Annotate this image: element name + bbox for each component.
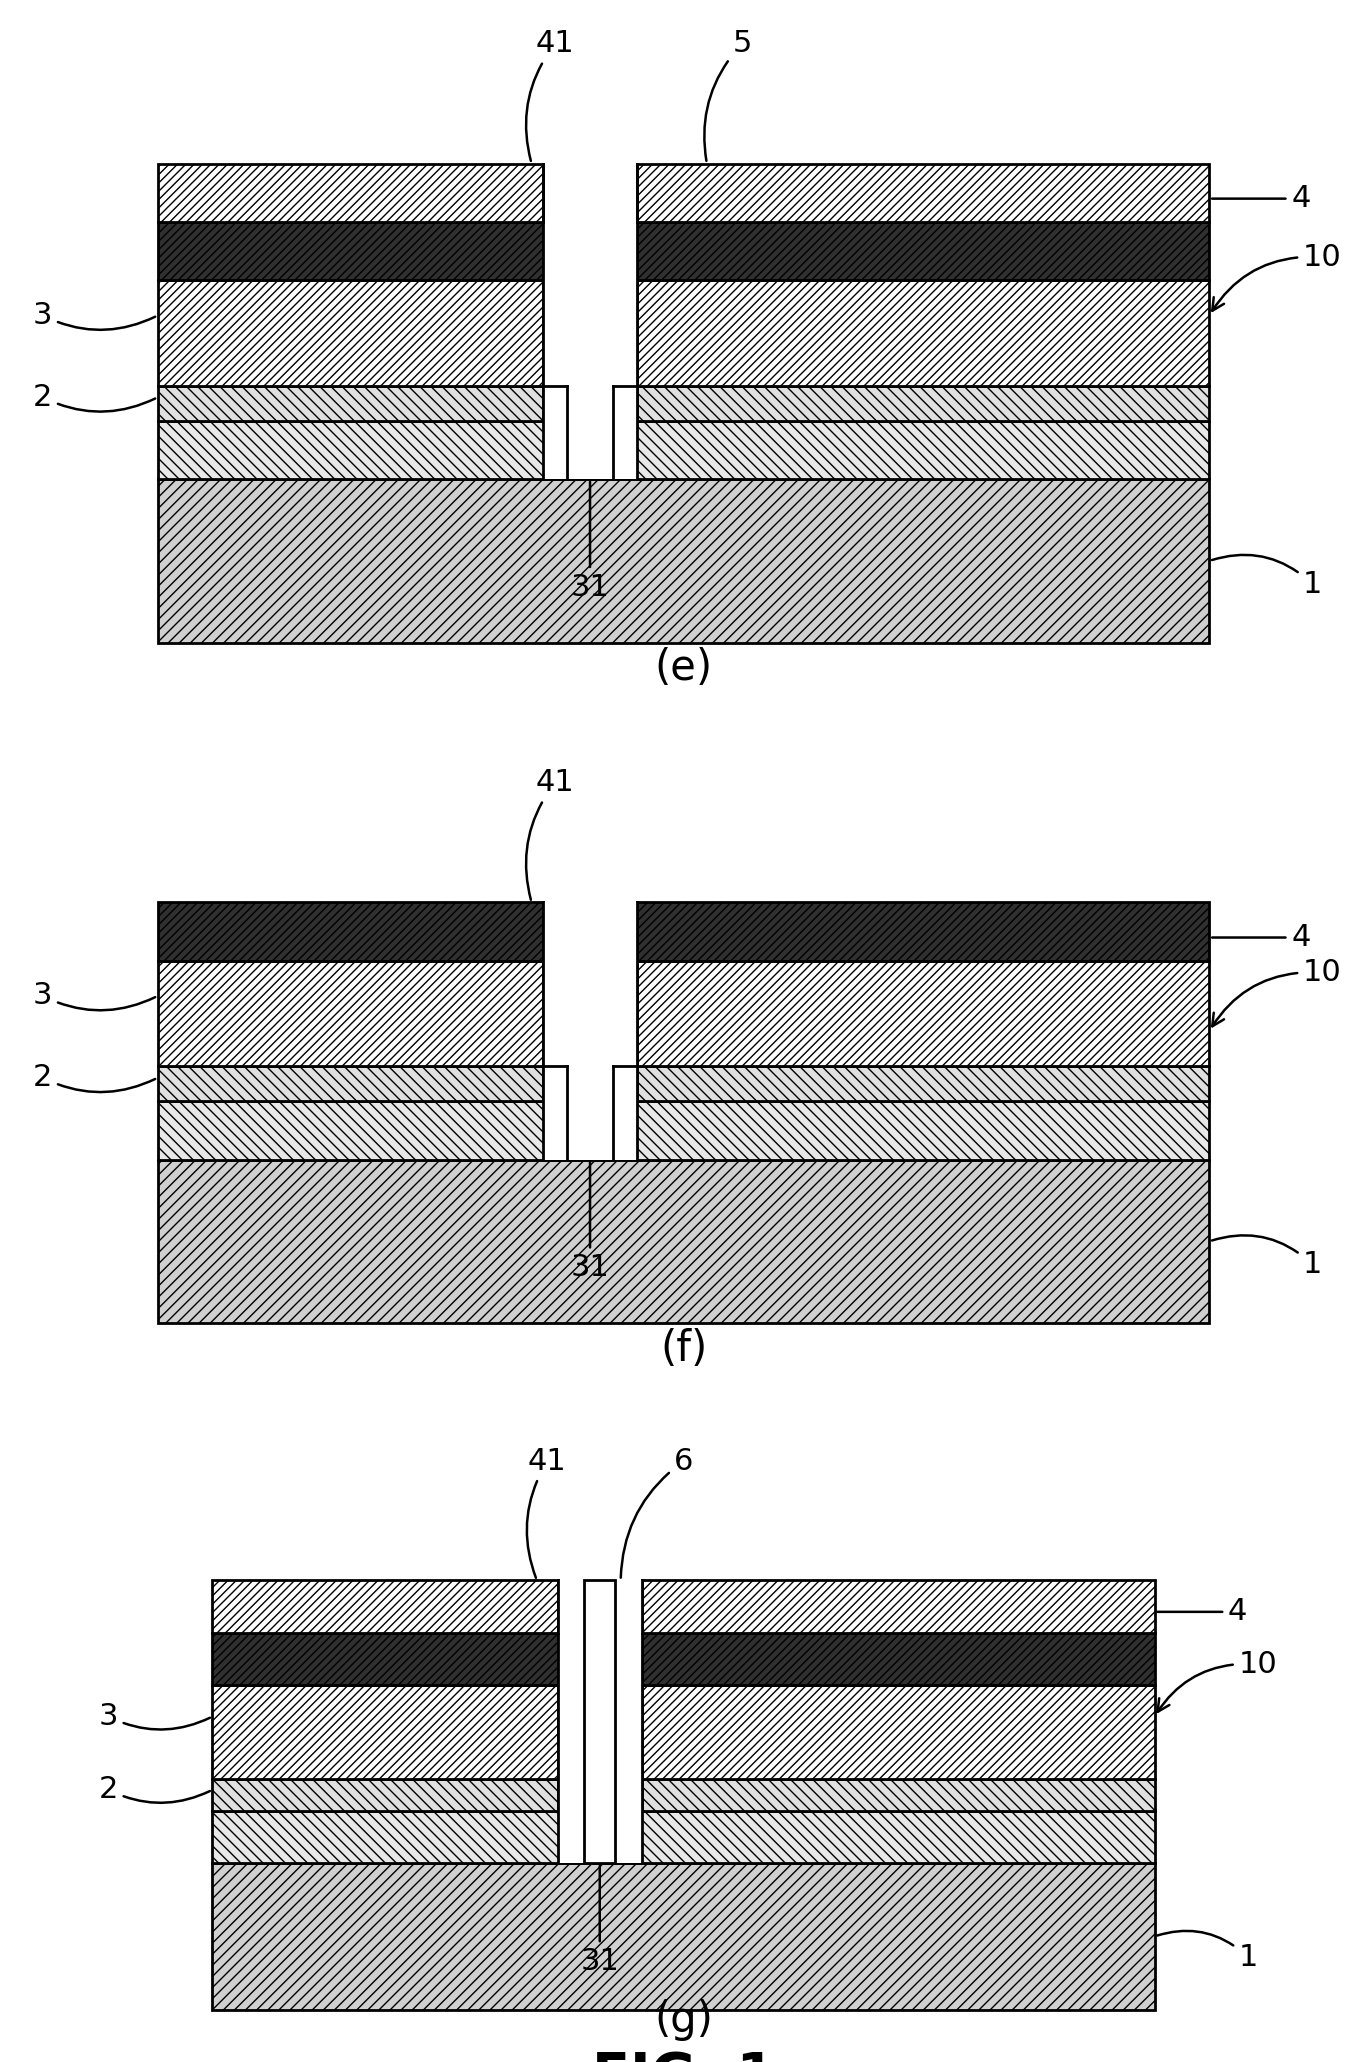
Text: 2: 2 (33, 384, 156, 412)
Text: 4: 4 (1158, 1598, 1247, 1627)
Text: 1: 1 (1213, 555, 1322, 598)
Bar (641, 1633, 1155, 1685)
Bar (543, 163, 637, 478)
Text: 41: 41 (526, 769, 574, 899)
Bar (543, 163, 637, 223)
Text: 10: 10 (1158, 1650, 1277, 1711)
Text: 10: 10 (1213, 243, 1341, 311)
Bar (637, 280, 1210, 386)
Bar (212, 1579, 558, 1633)
Text: 10: 10 (1213, 959, 1341, 1027)
Bar (157, 280, 543, 386)
Bar (157, 961, 543, 1066)
Text: 1: 1 (1158, 1930, 1258, 1971)
Bar (157, 478, 1210, 643)
Bar (157, 903, 543, 961)
Bar (157, 1066, 543, 1101)
Bar (641, 1685, 1155, 1780)
Text: 4: 4 (1213, 924, 1311, 953)
Bar (157, 386, 543, 421)
Bar (641, 1579, 1155, 1633)
Bar (558, 1579, 641, 1864)
Bar (157, 1159, 1210, 1324)
Bar (157, 223, 543, 280)
Text: 41: 41 (526, 1448, 567, 1577)
Text: 3: 3 (33, 982, 156, 1010)
Bar (641, 1780, 1155, 1810)
Bar (567, 386, 614, 478)
Text: 6: 6 (621, 1448, 693, 1577)
Text: 3: 3 (98, 1701, 211, 1730)
Bar (584, 1579, 615, 1864)
Bar (212, 1780, 558, 1810)
Bar (637, 223, 1210, 280)
Text: FIG. 1: FIG. 1 (592, 2050, 775, 2062)
Text: 31: 31 (570, 1163, 610, 1283)
Bar (543, 903, 637, 1159)
Bar (157, 421, 1210, 478)
Bar (157, 163, 543, 223)
Bar (212, 1633, 558, 1685)
Bar (212, 1810, 1155, 1864)
Text: 4: 4 (1213, 184, 1311, 212)
Bar (637, 903, 1210, 961)
Bar (637, 1066, 1210, 1101)
Text: 3: 3 (33, 301, 156, 330)
Text: 31: 31 (570, 483, 610, 602)
Text: 31: 31 (581, 1866, 619, 1975)
Bar (637, 961, 1210, 1066)
Text: 1: 1 (1213, 1235, 1322, 1278)
Text: 2: 2 (98, 1775, 211, 1804)
Bar (637, 386, 1210, 421)
Text: 2: 2 (33, 1064, 156, 1093)
Text: (g): (g) (653, 1998, 714, 2041)
Bar (212, 1685, 558, 1780)
Text: (e): (e) (655, 647, 712, 689)
Bar (637, 163, 1210, 223)
Bar (567, 1066, 614, 1159)
Text: 5: 5 (704, 29, 752, 161)
Bar (212, 1864, 1155, 2010)
Bar (558, 1579, 641, 1633)
Text: (f): (f) (660, 1328, 707, 1369)
Bar (157, 1101, 1210, 1159)
Text: 41: 41 (526, 29, 574, 161)
